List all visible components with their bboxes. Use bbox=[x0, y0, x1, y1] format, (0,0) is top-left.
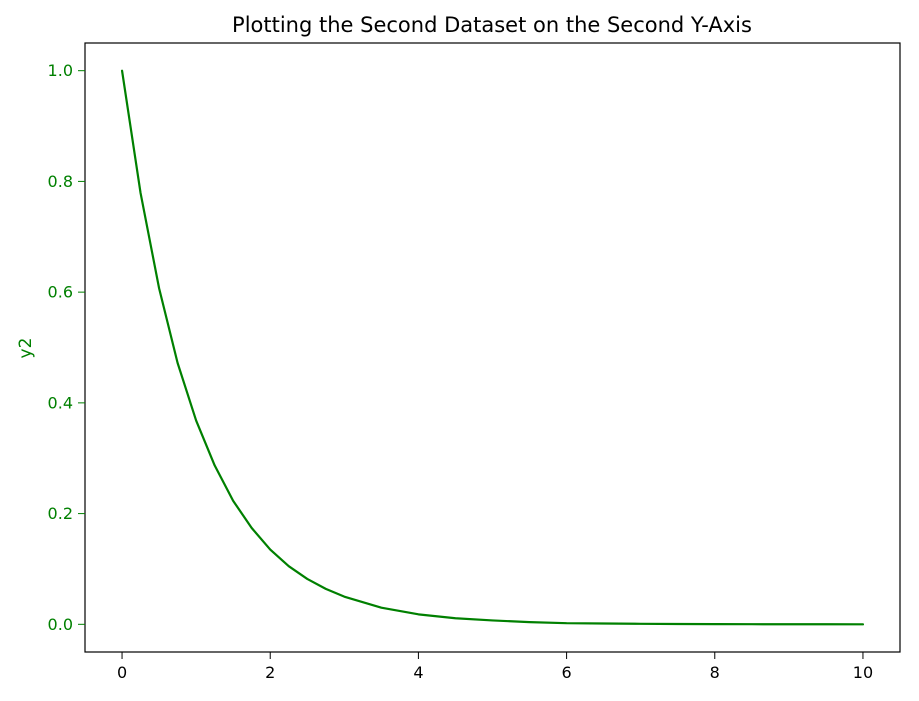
x-tick-label: 4 bbox=[413, 663, 423, 682]
y-tick-label: 0.6 bbox=[48, 283, 73, 302]
x-tick-label: 0 bbox=[117, 663, 127, 682]
chart-title: Plotting the Second Dataset on the Secon… bbox=[232, 13, 752, 37]
y-axis: 0.0 0.2 0.4 0.6 0.8 1.0 bbox=[48, 61, 85, 634]
x-tick-label: 8 bbox=[710, 663, 720, 682]
x-axis: 0 2 4 6 8 10 bbox=[117, 652, 873, 682]
y-tick-label: 0.0 bbox=[48, 615, 73, 634]
y-tick-label: 0.4 bbox=[48, 393, 73, 412]
x-tick-label: 6 bbox=[561, 663, 571, 682]
x-tick-label: 10 bbox=[853, 663, 873, 682]
y-axis-label: y2 bbox=[16, 338, 36, 359]
series-line-0 bbox=[120, 69, 865, 626]
y-tick-label: 1.0 bbox=[48, 61, 73, 80]
y-tick-label: 0.2 bbox=[48, 504, 73, 523]
plot-area bbox=[84, 42, 901, 653]
y-tick-label: 0.8 bbox=[48, 172, 73, 191]
series-layer bbox=[120, 69, 865, 626]
x-tick-label: 2 bbox=[265, 663, 275, 682]
